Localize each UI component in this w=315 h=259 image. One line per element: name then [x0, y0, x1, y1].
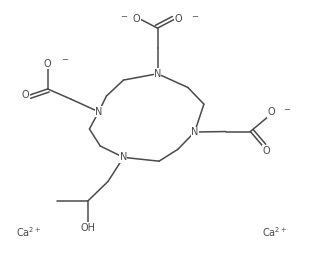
Text: N: N: [120, 152, 127, 162]
Text: N: N: [191, 127, 198, 137]
Text: −: −: [61, 55, 69, 64]
Text: OH: OH: [80, 222, 95, 233]
Text: N: N: [154, 69, 161, 79]
Text: −: −: [284, 105, 290, 114]
Text: O: O: [133, 14, 140, 24]
Text: O: O: [267, 107, 275, 117]
Text: O: O: [263, 146, 270, 156]
Text: −: −: [192, 12, 198, 21]
Text: O: O: [44, 59, 51, 69]
Text: O: O: [175, 14, 182, 24]
Text: N: N: [95, 107, 102, 117]
Text: −: −: [120, 12, 127, 21]
Text: Ca$^{2+}$: Ca$^{2+}$: [16, 225, 42, 239]
Text: O: O: [21, 90, 29, 100]
Text: Ca$^{2+}$: Ca$^{2+}$: [262, 225, 288, 239]
